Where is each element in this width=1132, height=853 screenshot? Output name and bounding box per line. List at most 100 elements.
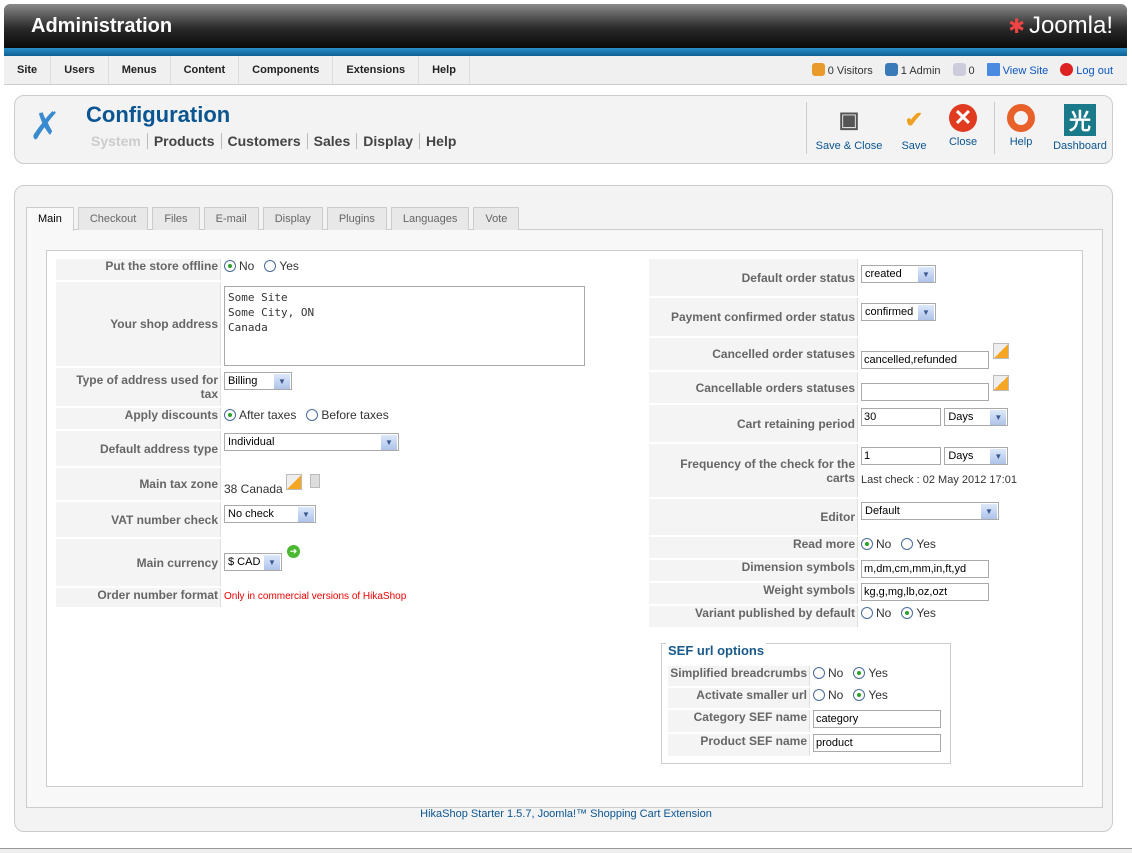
divider xyxy=(806,102,807,154)
cart-check-unit-select[interactable]: Days ▼ xyxy=(944,447,1009,465)
save-close-button[interactable]: ▣ Save & Close xyxy=(815,104,883,152)
last-check-text: Last check : 02 May 2012 17:01 xyxy=(861,474,1017,486)
cart-check-input[interactable]: 1 xyxy=(861,447,941,465)
dashboard-button[interactable]: 光 Dashboard xyxy=(1051,104,1109,152)
menu-extensions[interactable]: Extensions xyxy=(333,56,420,84)
address-type-select[interactable]: Individual ▼ xyxy=(224,433,399,451)
submenu-help[interactable]: Help xyxy=(426,133,457,149)
chevron-down-icon: ▼ xyxy=(298,506,314,522)
vat-check-select[interactable]: No check ▼ xyxy=(224,505,316,523)
submenu-system: System xyxy=(91,133,148,149)
save-button[interactable]: ✔ Save xyxy=(898,104,930,152)
toolbar: ✗ Configuration System Products Customer… xyxy=(14,95,1113,164)
shop-address-textarea[interactable]: Some Site Some City, ON Canada xyxy=(224,286,585,366)
footer-link[interactable]: HikaShop Starter 1.5.7, Joomla!™ Shoppin… xyxy=(420,808,712,820)
menu-menus[interactable]: Menus xyxy=(109,56,171,84)
view-site-link[interactable]: View Site xyxy=(986,63,1048,77)
status-bar: 0 Visitors 1 Admin 0 View Site Log out xyxy=(811,56,1113,84)
after-taxes-radio[interactable]: After taxes xyxy=(224,408,296,422)
header-accent-bar xyxy=(4,48,1127,56)
category-sef-input[interactable]: category xyxy=(813,710,941,728)
tab-vote[interactable]: Vote xyxy=(473,207,520,230)
admin-header: Administration ✱ Joomla! xyxy=(4,4,1127,48)
chevron-down-icon: ▼ xyxy=(264,554,280,570)
smaller-url-no-radio[interactable]: No xyxy=(813,688,843,702)
trash-icon[interactable] xyxy=(309,474,320,488)
lifebuoy-icon xyxy=(1007,104,1035,132)
weight-label: Weight symbols xyxy=(649,583,858,604)
product-sef-input[interactable]: product xyxy=(813,734,941,752)
breadcrumbs-yes-radio[interactable]: Yes xyxy=(853,666,888,680)
logout-link[interactable]: Log out xyxy=(1060,63,1113,77)
product-sef-label: Product SEF name xyxy=(668,734,810,756)
before-taxes-radio[interactable]: Before taxes xyxy=(306,408,389,422)
help-button[interactable]: Help xyxy=(1005,104,1037,148)
main-menu-bar: Site Users Menus Content Components Exte… xyxy=(4,56,1127,85)
menu-site[interactable]: Site xyxy=(4,56,52,84)
bottom-border xyxy=(0,848,1132,853)
smaller-url-yes-radio[interactable]: Yes xyxy=(853,688,888,702)
arrow-right-icon[interactable]: ➜ xyxy=(287,545,300,558)
chevron-down-icon: ▼ xyxy=(990,409,1007,425)
users-icon xyxy=(811,63,825,76)
submenu-display[interactable]: Display xyxy=(357,133,421,149)
tab-main[interactable]: Main xyxy=(26,207,74,231)
cancellable-label: Cancellable orders statuses xyxy=(649,372,858,403)
chevron-down-icon: ▼ xyxy=(981,503,997,519)
tax-zone-label: Main tax zone xyxy=(56,468,221,500)
read-more-yes-radio[interactable]: Yes xyxy=(901,537,936,551)
edit-icon[interactable] xyxy=(993,375,1009,391)
tab-plugins[interactable]: Plugins xyxy=(326,207,387,230)
visitors-status: 0 Visitors xyxy=(811,63,873,77)
joomla-logo: ✱ Joomla! xyxy=(1008,12,1113,39)
order-format-notice: Only in commercial versions of HikaShop xyxy=(224,591,407,602)
currency-label: Main currency xyxy=(56,539,221,586)
chevron-down-icon: ▼ xyxy=(918,266,934,282)
edit-icon[interactable] xyxy=(285,474,302,490)
tab-languages[interactable]: Languages xyxy=(390,207,470,230)
left-settings: Put the store offline No Yes Your shop ad… xyxy=(56,257,616,609)
editor-select[interactable]: Default ▼ xyxy=(861,502,999,520)
menu-content[interactable]: Content xyxy=(171,56,240,84)
config-tabs: Main Checkout Files E-mail Display Plugi… xyxy=(26,207,520,231)
read-more-no-radio[interactable]: No xyxy=(861,537,891,551)
menu-users[interactable]: Users xyxy=(51,56,109,84)
close-icon: ✕ xyxy=(949,104,977,132)
config-submenu: System Products Customers Sales Display … xyxy=(91,133,462,149)
offline-label: Put the store offline xyxy=(56,259,221,280)
menu-components[interactable]: Components xyxy=(239,56,334,84)
user-icon xyxy=(884,63,898,76)
tax-zone-value: 38 Canada xyxy=(224,482,283,496)
breadcrumbs-no-radio[interactable]: No xyxy=(813,666,843,680)
menu-help[interactable]: Help xyxy=(419,56,470,84)
chevron-down-icon: ▼ xyxy=(990,448,1007,464)
weight-input[interactable]: kg,g,mg,lb,oz,ozt xyxy=(861,583,989,601)
offline-no-radio[interactable]: No xyxy=(224,259,254,273)
address-label: Your shop address xyxy=(56,282,221,366)
cart-period-unit-select[interactable]: Days ▼ xyxy=(944,408,1009,426)
payment-status-select[interactable]: confirmed ▼ xyxy=(861,303,936,321)
variant-no-radio[interactable]: No xyxy=(861,606,891,620)
sef-legend: SEF url options xyxy=(666,643,767,658)
default-status-select[interactable]: created ▼ xyxy=(861,265,936,283)
cancellable-input[interactable] xyxy=(861,383,989,401)
submenu-products[interactable]: Products xyxy=(148,133,222,149)
tab-files[interactable]: Files xyxy=(152,207,200,230)
tab-display[interactable]: Display xyxy=(262,207,323,230)
cancelled-input[interactable]: cancelled,refunded xyxy=(861,351,989,369)
tab-email[interactable]: E-mail xyxy=(203,207,259,230)
tax-address-select[interactable]: Billing ▼ xyxy=(224,372,292,390)
offline-yes-radio[interactable]: Yes xyxy=(264,259,299,273)
dimension-input[interactable]: m,dm,cm,mm,in,ft,yd xyxy=(861,560,989,578)
currency-select[interactable]: $ CAD ▼ xyxy=(224,553,282,571)
messages-status[interactable]: 0 xyxy=(952,63,975,77)
cart-period-input[interactable]: 30 xyxy=(861,408,941,426)
close-button[interactable]: ✕ Close xyxy=(948,104,978,148)
divider xyxy=(994,102,995,154)
dimension-label: Dimension symbols xyxy=(649,560,858,581)
edit-icon[interactable] xyxy=(993,343,1009,359)
tab-checkout[interactable]: Checkout xyxy=(77,207,149,230)
submenu-customers[interactable]: Customers xyxy=(222,133,308,149)
variant-yes-radio[interactable]: Yes xyxy=(901,606,936,620)
submenu-sales[interactable]: Sales xyxy=(308,133,358,149)
